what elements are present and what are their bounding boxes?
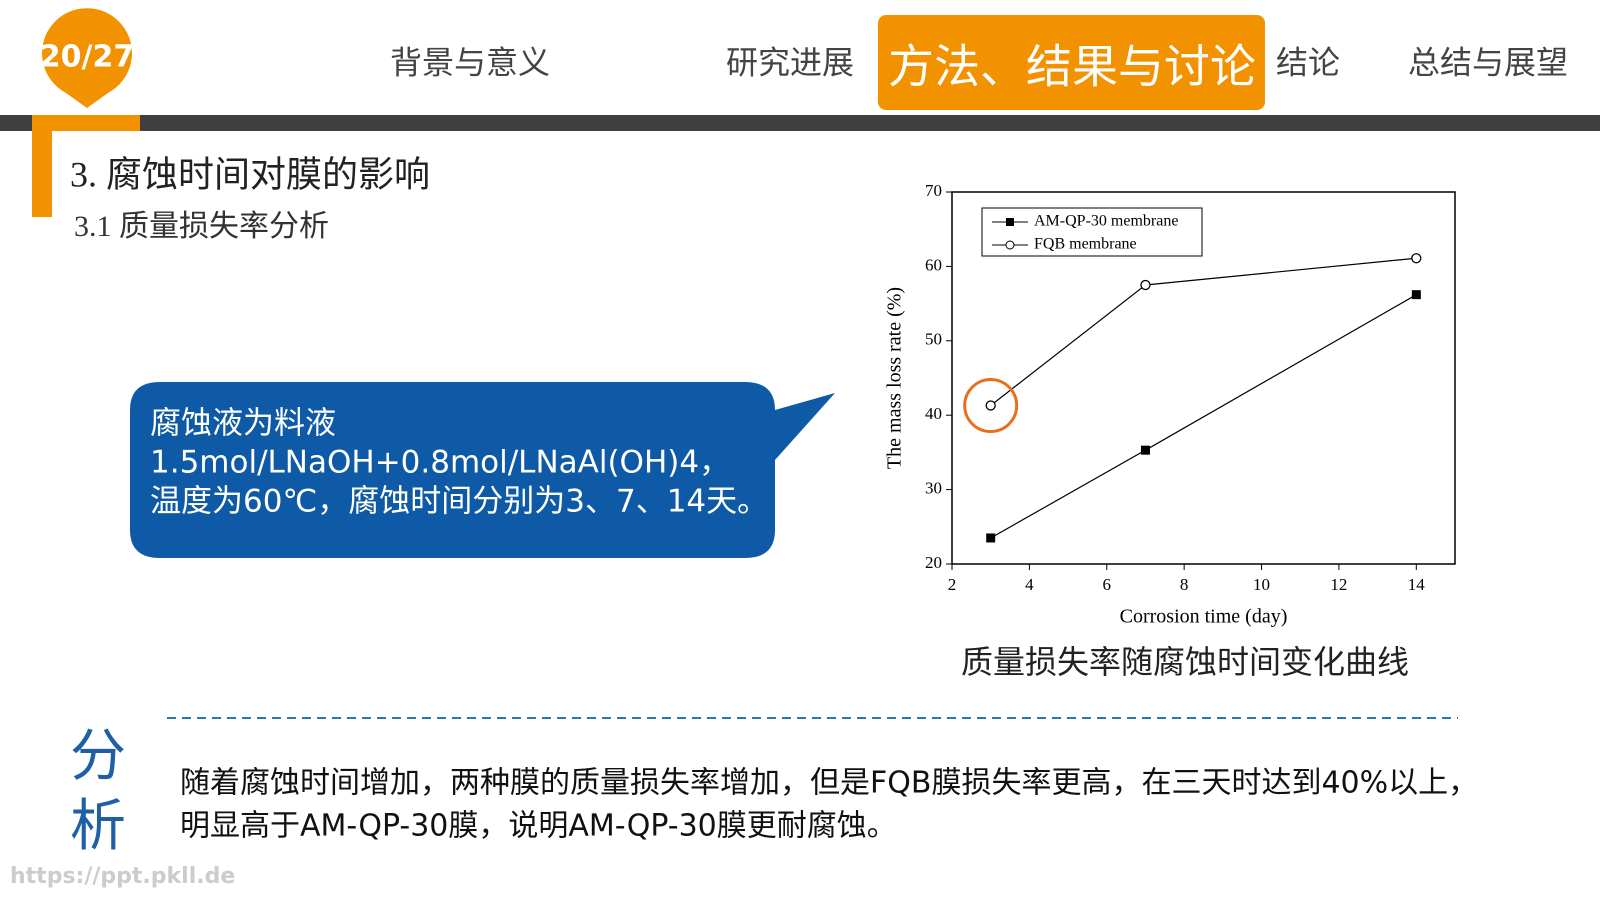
y-tick-label: 60 — [925, 255, 942, 274]
y-tick-label: 30 — [925, 479, 942, 498]
header-accent — [32, 115, 140, 131]
x-tick-label: 8 — [1180, 575, 1189, 594]
y-tick-label: 20 — [925, 553, 942, 572]
callout-box — [130, 382, 835, 558]
x-tick-label: 14 — [1408, 575, 1426, 594]
data-point — [1411, 290, 1421, 300]
section-title: 3. 腐蚀时间对膜的影响 — [70, 154, 430, 194]
y-axis-label: The mass loss rate (%) — [884, 287, 906, 469]
callout-line: 1.5mol/LNaOH+0.8mol/LNaAl(OH)4， — [150, 445, 730, 481]
nav-item-active[interactable]: 方法、结果与讨论 — [888, 42, 1256, 93]
nav-active-bg — [878, 15, 1265, 110]
x-tick-label: 10 — [1253, 575, 1270, 594]
legend-marker — [1006, 218, 1014, 226]
watermark: https://ppt.pkll.de — [10, 864, 235, 889]
analysis-title: 分析 — [70, 726, 126, 858]
x-axis-label: Corrosion time (day) — [1120, 606, 1288, 628]
legend-label: FQB membrane — [1034, 236, 1137, 253]
analysis-line: 随着腐蚀时间增加，两种膜的质量损失率增加，但是FQB膜损失率更高，在三天时达到4… — [180, 766, 1478, 801]
analysis-line: 明显高于AM-QP-30膜，说明AM-QP-30膜更耐腐蚀。 — [180, 809, 897, 844]
x-tick-label: 2 — [948, 575, 957, 594]
callout-line: 腐蚀液为料液 — [150, 406, 336, 442]
data-point — [1140, 279, 1151, 291]
section-subtitle: 3.1 质量损失率分析 — [74, 210, 329, 243]
legend-label: AM-QP-30 membrane — [1034, 213, 1178, 230]
x-tick-label: 12 — [1330, 575, 1347, 594]
legend-marker — [1005, 240, 1015, 250]
x-tick-label: 4 — [1025, 575, 1034, 594]
plot-frame — [951, 191, 1456, 565]
x-tick-label: 6 — [1103, 575, 1112, 594]
data-point — [985, 400, 996, 411]
nav-item[interactable]: 研究进展 — [726, 44, 854, 80]
highlight-ring — [963, 378, 1019, 434]
badge: 20/27 — [40, 40, 134, 75]
legend-box — [981, 207, 1203, 257]
data-point — [1140, 445, 1150, 455]
callout-line: 温度为60℃，腐蚀时间分别为3、7、14天。 — [150, 484, 768, 520]
header-band — [0, 115, 1600, 131]
chart-caption: 质量损失率随腐蚀时间变化曲线 — [961, 643, 1409, 681]
nav-item[interactable]: 总结与展望 — [1408, 44, 1568, 80]
section-bar — [32, 115, 52, 217]
y-tick-label: 50 — [925, 330, 942, 349]
data-point — [986, 533, 996, 543]
y-tick-label: 40 — [925, 404, 942, 423]
nav-item[interactable]: 结论 — [1276, 44, 1340, 80]
nav-item[interactable]: 背景与意义 — [390, 44, 550, 80]
y-tick-label: 70 — [925, 181, 942, 200]
badge-shape — [42, 8, 133, 108]
data-point — [1411, 253, 1422, 264]
series-line — [990, 294, 1417, 539]
